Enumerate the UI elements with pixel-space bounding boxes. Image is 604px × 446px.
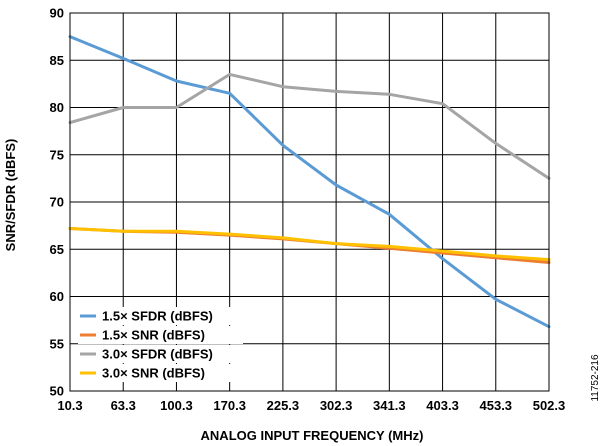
series-layer — [68, 35, 551, 329]
x-tick-label: 502.3 — [533, 398, 566, 413]
y-tick-label: 60 — [50, 289, 64, 304]
y-tick-label: 55 — [50, 336, 64, 351]
legend-label: 1.5× SFDR (dBFS) — [102, 309, 213, 324]
x-tick-label: 100.3 — [160, 398, 193, 413]
y-tick-label: 75 — [50, 147, 64, 162]
legend: 1.5× SFDR (dBFS) 1.5× SNR (dBFS) 3.0× SFDR… — [78, 307, 243, 382]
x-tick-label: 10.3 — [57, 398, 82, 413]
y-tick-label: 85 — [50, 53, 64, 68]
x-tick-label: 63.3 — [111, 398, 136, 413]
y-tick-label: 65 — [50, 242, 64, 257]
x-tick-label: 225.3 — [267, 398, 300, 413]
legend-label: 3.0× SFDR (dBFS) — [102, 347, 213, 362]
y-tick-label: 80 — [50, 100, 64, 115]
series-line-3-0-snr-dbfs — [68, 227, 551, 262]
series-line-3-0-sfdr-dbfs — [68, 72, 551, 180]
x-axis-title: ANALOG INPUT FREQUENCY (MHz) — [201, 428, 424, 443]
legend-label: 1.5× SNR (dBFS) — [102, 328, 205, 343]
x-tick-label: 170.3 — [213, 398, 246, 413]
legend-backdrop — [78, 307, 243, 325]
figure-id: 11752-216 — [590, 354, 601, 402]
y-tick-label: 50 — [50, 384, 64, 399]
x-tick-label: 453.3 — [480, 398, 513, 413]
legend-backdrop — [78, 326, 243, 344]
plot-frame — [69, 12, 550, 392]
y-tick-label: 90 — [50, 6, 64, 21]
legend-backdrop — [78, 364, 243, 382]
x-tick-label: 341.3 — [373, 398, 406, 413]
series-line-1-5-sfdr-dbfs — [68, 35, 551, 329]
y-axis-title: SNR/SFDR (dBFS) — [3, 139, 18, 252]
x-tick-labels: 10.3 63.3 100.3 170.3 225.3 302.3 341.3 403.3 45… — [57, 398, 565, 413]
x-tick-label: 302.3 — [320, 398, 353, 413]
y-tick-label: 70 — [50, 195, 64, 210]
x-tick-label: 403.3 — [426, 398, 459, 413]
y-tick-labels: 50 55 60 65 70 75 80 85 90 — [50, 6, 64, 399]
series-line-1-5-snr-dbfs — [68, 227, 551, 264]
legend-backdrop — [78, 345, 243, 363]
legend-label: 3.0× SNR (dBFS) — [102, 366, 205, 381]
